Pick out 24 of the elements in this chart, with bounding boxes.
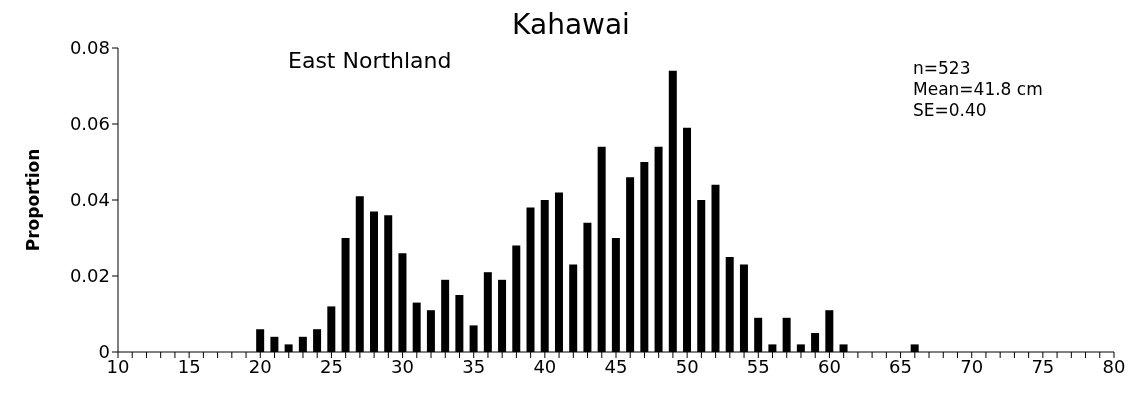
x-tick-label: 15 (177, 355, 201, 377)
chart-title: Kahawai (512, 8, 630, 41)
x-tick-label: 20 (248, 355, 272, 377)
annotation: n=523 (913, 58, 972, 79)
y-tick-label: 0.06 (69, 113, 110, 135)
x-tick-label: 40 (533, 355, 557, 377)
x-tick-label: 70 (960, 355, 984, 377)
x-tick-label: 50 (675, 355, 699, 377)
annotation: East Northland (288, 48, 452, 73)
y-tick-label: 0.08 (69, 37, 110, 59)
x-tick-label: 80 (1102, 355, 1126, 377)
x-tick-label: 45 (604, 355, 628, 377)
x-tick-label: 55 (746, 355, 770, 377)
x-tick-label: 30 (391, 355, 415, 377)
annotation: Mean=41.8 cm (913, 79, 1043, 100)
x-tick-label: 60 (817, 355, 841, 377)
y-axis-title: Proportion (23, 148, 44, 252)
x-tick-label: 25 (319, 355, 343, 377)
annotation: SE=0.40 (913, 100, 988, 121)
x-tick-label: 65 (889, 355, 913, 377)
x-tick-label: 75 (1031, 355, 1055, 377)
x-tick-label: 35 (462, 355, 486, 377)
y-tick-label: 0.02 (69, 265, 110, 287)
y-tick-label: 0.04 (69, 189, 110, 211)
